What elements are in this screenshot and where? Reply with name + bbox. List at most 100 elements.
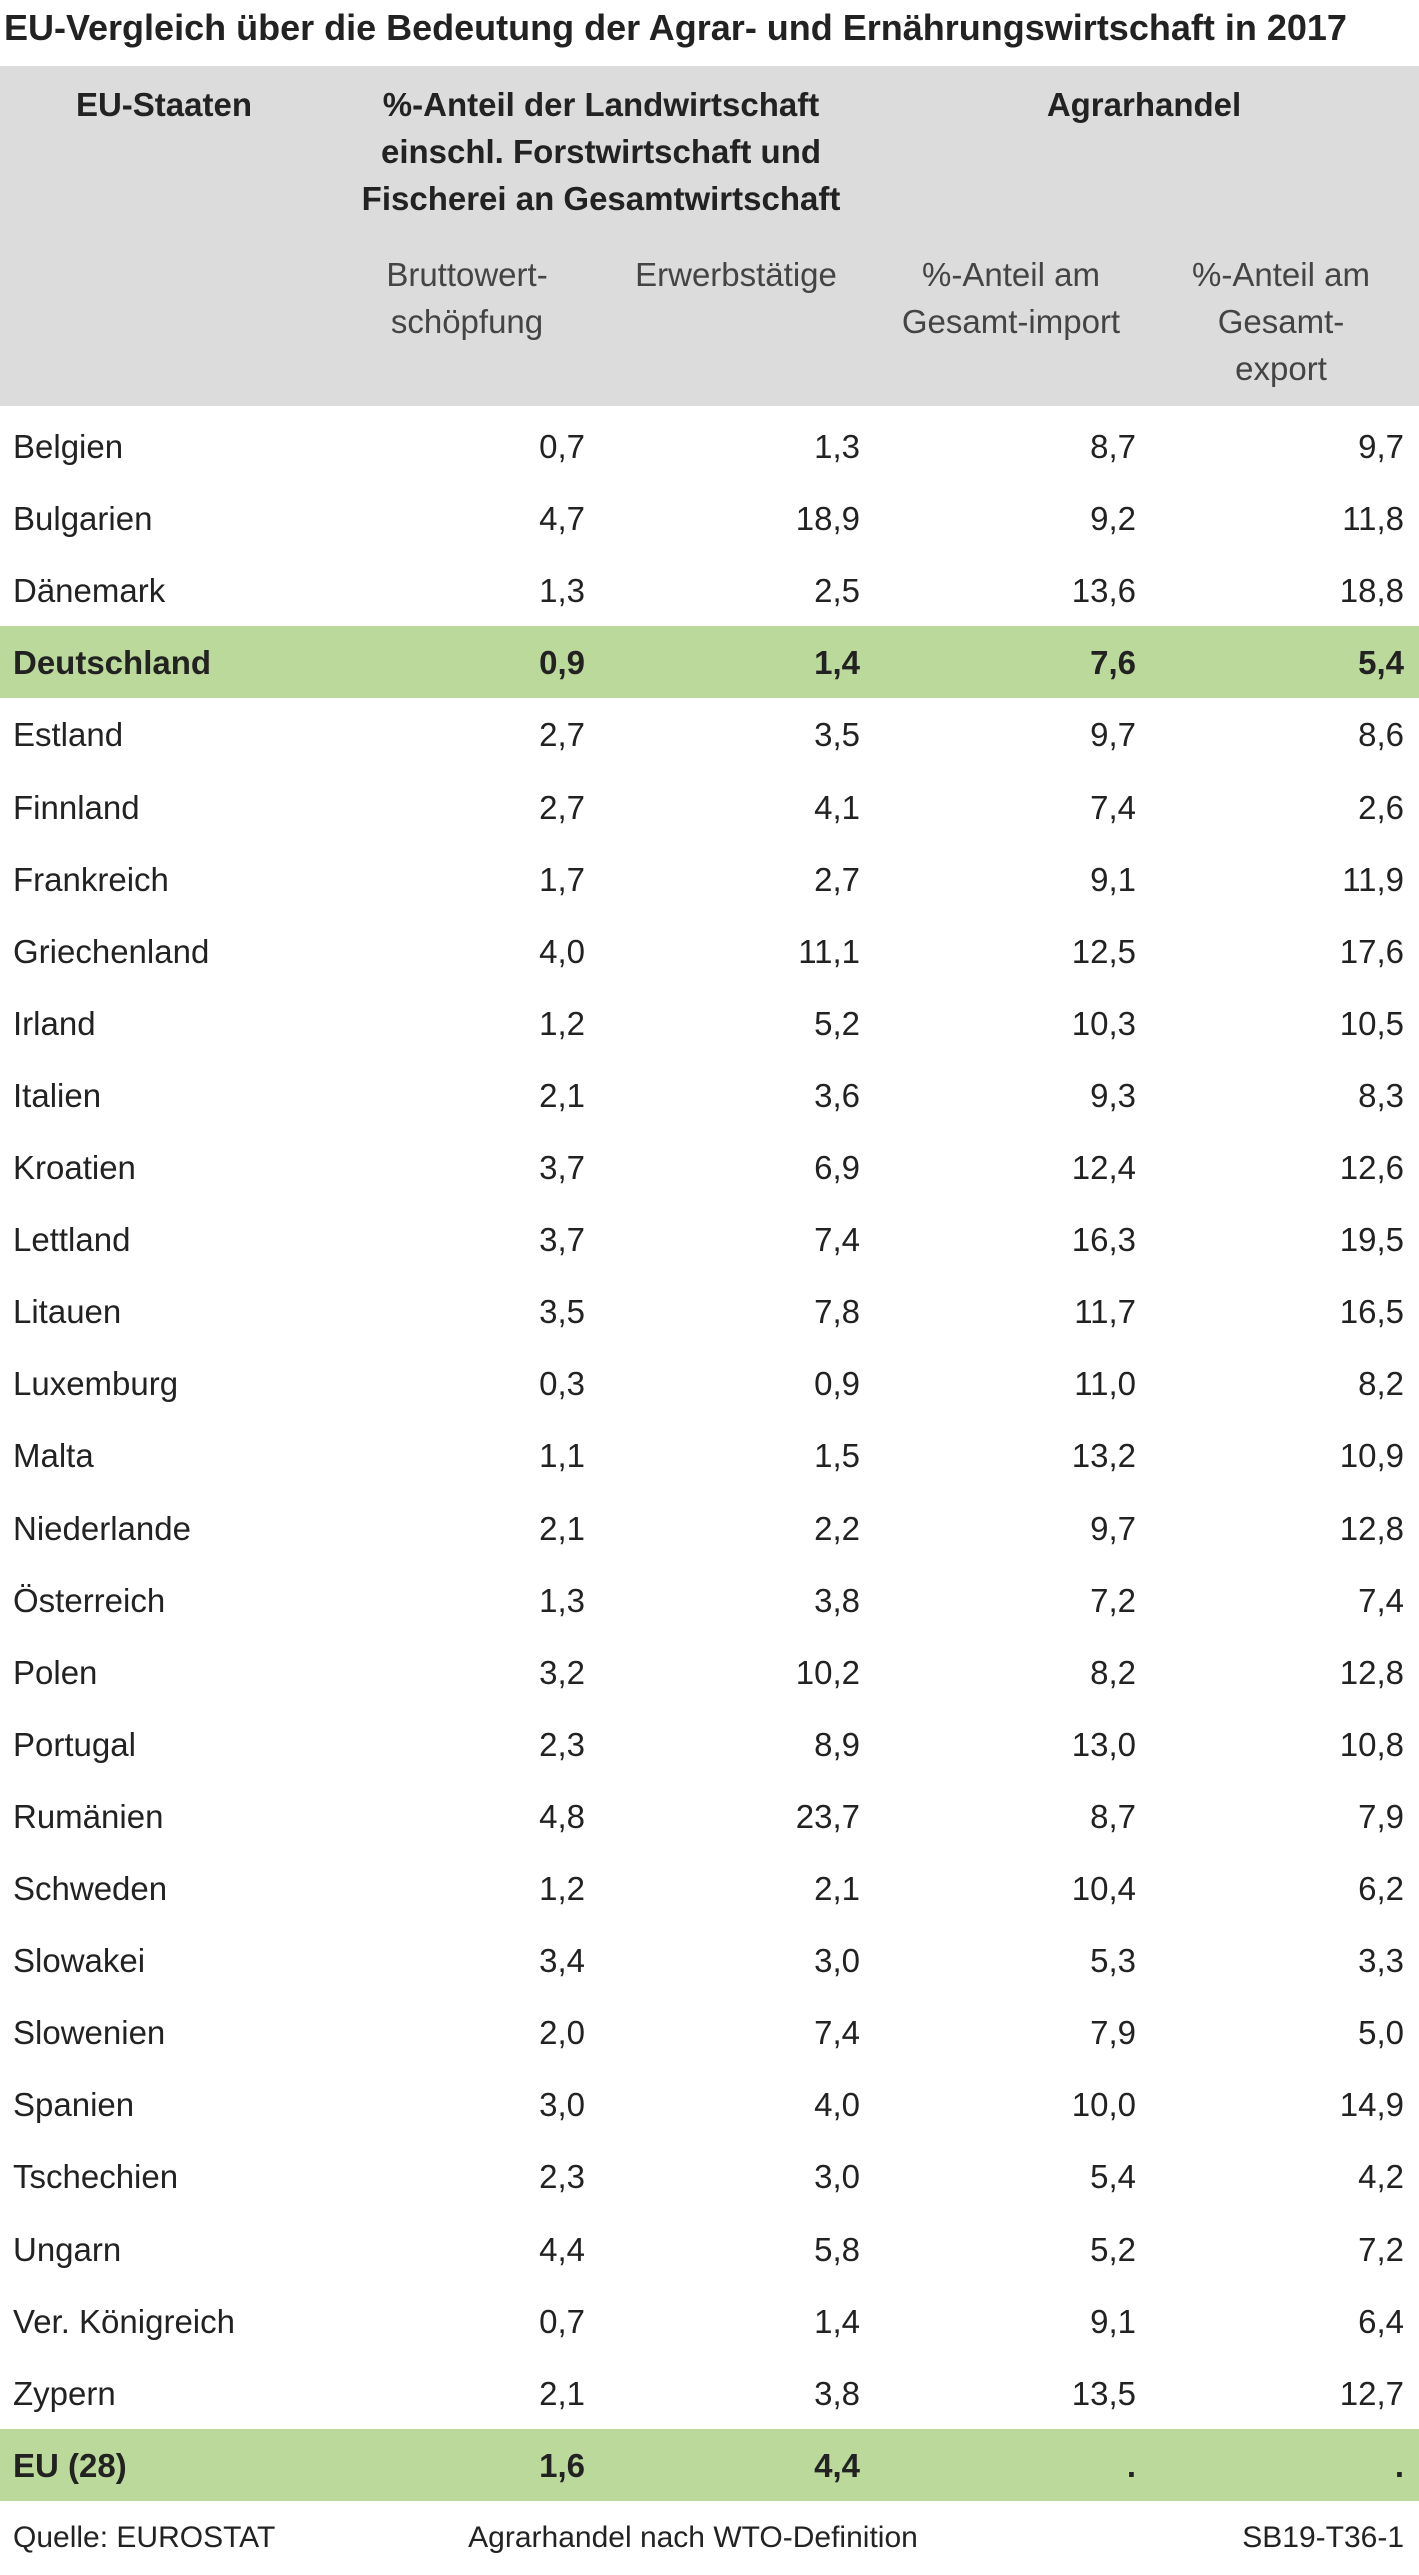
cell: 3,0 bbox=[814, 1942, 860, 1980]
cell: 3,8 bbox=[814, 2374, 860, 2412]
cell: 1,3 bbox=[814, 428, 860, 465]
row-label: Ungarn bbox=[13, 2230, 122, 2268]
cell: 2,7 bbox=[539, 716, 585, 754]
cell: 7,4 bbox=[814, 2014, 860, 2052]
cell: 4,0 bbox=[814, 2086, 860, 2124]
row-label: Luxemburg bbox=[13, 1365, 179, 1403]
cell: 3,4 bbox=[539, 1942, 585, 1980]
cell: 1,6 bbox=[539, 2446, 585, 2484]
title: EU-Vergleich über die Bedeutung der Agra… bbox=[4, 7, 1347, 48]
cell: 13,6 bbox=[1071, 572, 1136, 610]
cell: 18,9 bbox=[795, 500, 860, 538]
cell: 5,0 bbox=[1358, 2014, 1404, 2052]
cell: 3,5 bbox=[539, 1293, 585, 1331]
row-label: Irland bbox=[13, 1004, 96, 1042]
column-header: Gesamt-import bbox=[901, 303, 1121, 340]
cell: 9,1 bbox=[1090, 2302, 1136, 2340]
column-header: Gesamt- bbox=[1217, 303, 1345, 340]
cell: 12,6 bbox=[1339, 1149, 1404, 1186]
cell: 17,6 bbox=[1339, 932, 1404, 970]
cell: 12,8 bbox=[1339, 1653, 1404, 1691]
cell: 7,2 bbox=[1090, 1581, 1136, 1619]
cell: 0,9 bbox=[539, 644, 585, 682]
cell: 13,2 bbox=[1071, 1437, 1136, 1475]
column-header: %-Anteil am bbox=[922, 256, 1100, 293]
cell: 2,2 bbox=[814, 1509, 860, 1547]
column-header: Erwerbstätige bbox=[635, 256, 837, 293]
cell: 8,7 bbox=[1090, 428, 1136, 465]
cell: 7,2 bbox=[1358, 2230, 1404, 2268]
cell: 7,4 bbox=[1358, 1581, 1404, 1619]
cell: 10,5 bbox=[1339, 1004, 1404, 1042]
cell: 1,5 bbox=[814, 1437, 860, 1475]
row-label: Kroatien bbox=[13, 1149, 136, 1186]
cell: 9,7 bbox=[1090, 716, 1136, 754]
row-label: Belgien bbox=[13, 428, 124, 465]
cell: 3,2 bbox=[539, 1653, 585, 1691]
header-group: Fischerei an Gesamtwirtschaft bbox=[361, 180, 841, 217]
cell: 10,4 bbox=[1071, 1870, 1136, 1907]
cell: 18,8 bbox=[1339, 572, 1404, 610]
cell: 8,2 bbox=[1358, 1365, 1404, 1403]
cell: 1,7 bbox=[539, 860, 585, 898]
cell: 0,3 bbox=[539, 1365, 585, 1403]
cell: 2,1 bbox=[539, 2374, 585, 2412]
cell: 3,8 bbox=[814, 1581, 860, 1619]
cell: 5,2 bbox=[814, 1004, 860, 1042]
cell: 1,2 bbox=[539, 1870, 585, 1907]
row-label: Österreich bbox=[13, 1581, 166, 1619]
footer-right: SB19-T36-1 bbox=[1242, 2520, 1404, 2554]
cell: 9,2 bbox=[1090, 500, 1136, 538]
cell: 4,2 bbox=[1358, 2158, 1404, 2196]
cell: 5,4 bbox=[1358, 644, 1404, 682]
cell: 2,3 bbox=[539, 1725, 585, 1763]
header-group: einschl. Forstwirtschaft und bbox=[380, 133, 822, 170]
footer-left: Quelle: EUROSTAT bbox=[13, 2520, 276, 2554]
cell: 1,4 bbox=[814, 644, 860, 682]
row-label: Griechenland bbox=[13, 932, 210, 970]
cell: 2,1 bbox=[814, 1870, 860, 1907]
cell: 7,4 bbox=[814, 1221, 860, 1259]
cell: 7,6 bbox=[1090, 644, 1136, 682]
cell: 9,7 bbox=[1358, 428, 1404, 465]
row-label: Ver. Königreich bbox=[13, 2302, 235, 2340]
cell: 10,0 bbox=[1071, 2086, 1136, 2124]
cell: 8,2 bbox=[1090, 1653, 1136, 1691]
cell: 5,4 bbox=[1090, 2158, 1136, 2196]
cell: 2,1 bbox=[539, 1509, 585, 1547]
cell: 11,8 bbox=[1342, 500, 1404, 538]
cell: 5,2 bbox=[1090, 2230, 1136, 2268]
cell: 8,6 bbox=[1358, 716, 1404, 754]
cell: 11,9 bbox=[1342, 860, 1404, 898]
cell: 9,7 bbox=[1090, 1509, 1136, 1547]
cell: 16,5 bbox=[1339, 1293, 1404, 1331]
header-background bbox=[0, 66, 1419, 406]
row-label: Litauen bbox=[13, 1293, 122, 1331]
cell: 7,9 bbox=[1090, 2014, 1136, 2052]
cell: 10,9 bbox=[1339, 1437, 1404, 1475]
cell: 3,0 bbox=[539, 2086, 585, 2124]
row-label: Schweden bbox=[13, 1870, 168, 1907]
row-label: EU (28) bbox=[13, 2446, 127, 2484]
cell: 12,4 bbox=[1071, 1149, 1136, 1186]
cell: 2,6 bbox=[1358, 788, 1404, 826]
cell: 2,7 bbox=[814, 860, 860, 898]
cell: 11,0 bbox=[1074, 1365, 1136, 1403]
cell: 10,3 bbox=[1071, 1004, 1136, 1042]
cell: 3,7 bbox=[539, 1149, 585, 1186]
cell: 9,3 bbox=[1090, 1076, 1136, 1114]
cell: 3,5 bbox=[814, 716, 860, 754]
cell: 7,4 bbox=[1090, 788, 1136, 826]
cell: 4,8 bbox=[539, 1797, 585, 1835]
cell: 2,1 bbox=[539, 1076, 585, 1114]
footer-center: Agrarhandel nach WTO-Definition bbox=[468, 2520, 918, 2554]
row-label: Italien bbox=[13, 1076, 102, 1114]
row-label: Deutschland bbox=[13, 644, 212, 682]
cell: 6,2 bbox=[1358, 1870, 1404, 1907]
row-label: Portugal bbox=[13, 1725, 136, 1763]
cell: 2,3 bbox=[539, 2158, 585, 2196]
cell: 2,7 bbox=[539, 788, 585, 826]
cell: 3,7 bbox=[539, 1221, 585, 1259]
row-label: Lettland bbox=[13, 1221, 131, 1259]
cell: 2,5 bbox=[814, 572, 860, 610]
